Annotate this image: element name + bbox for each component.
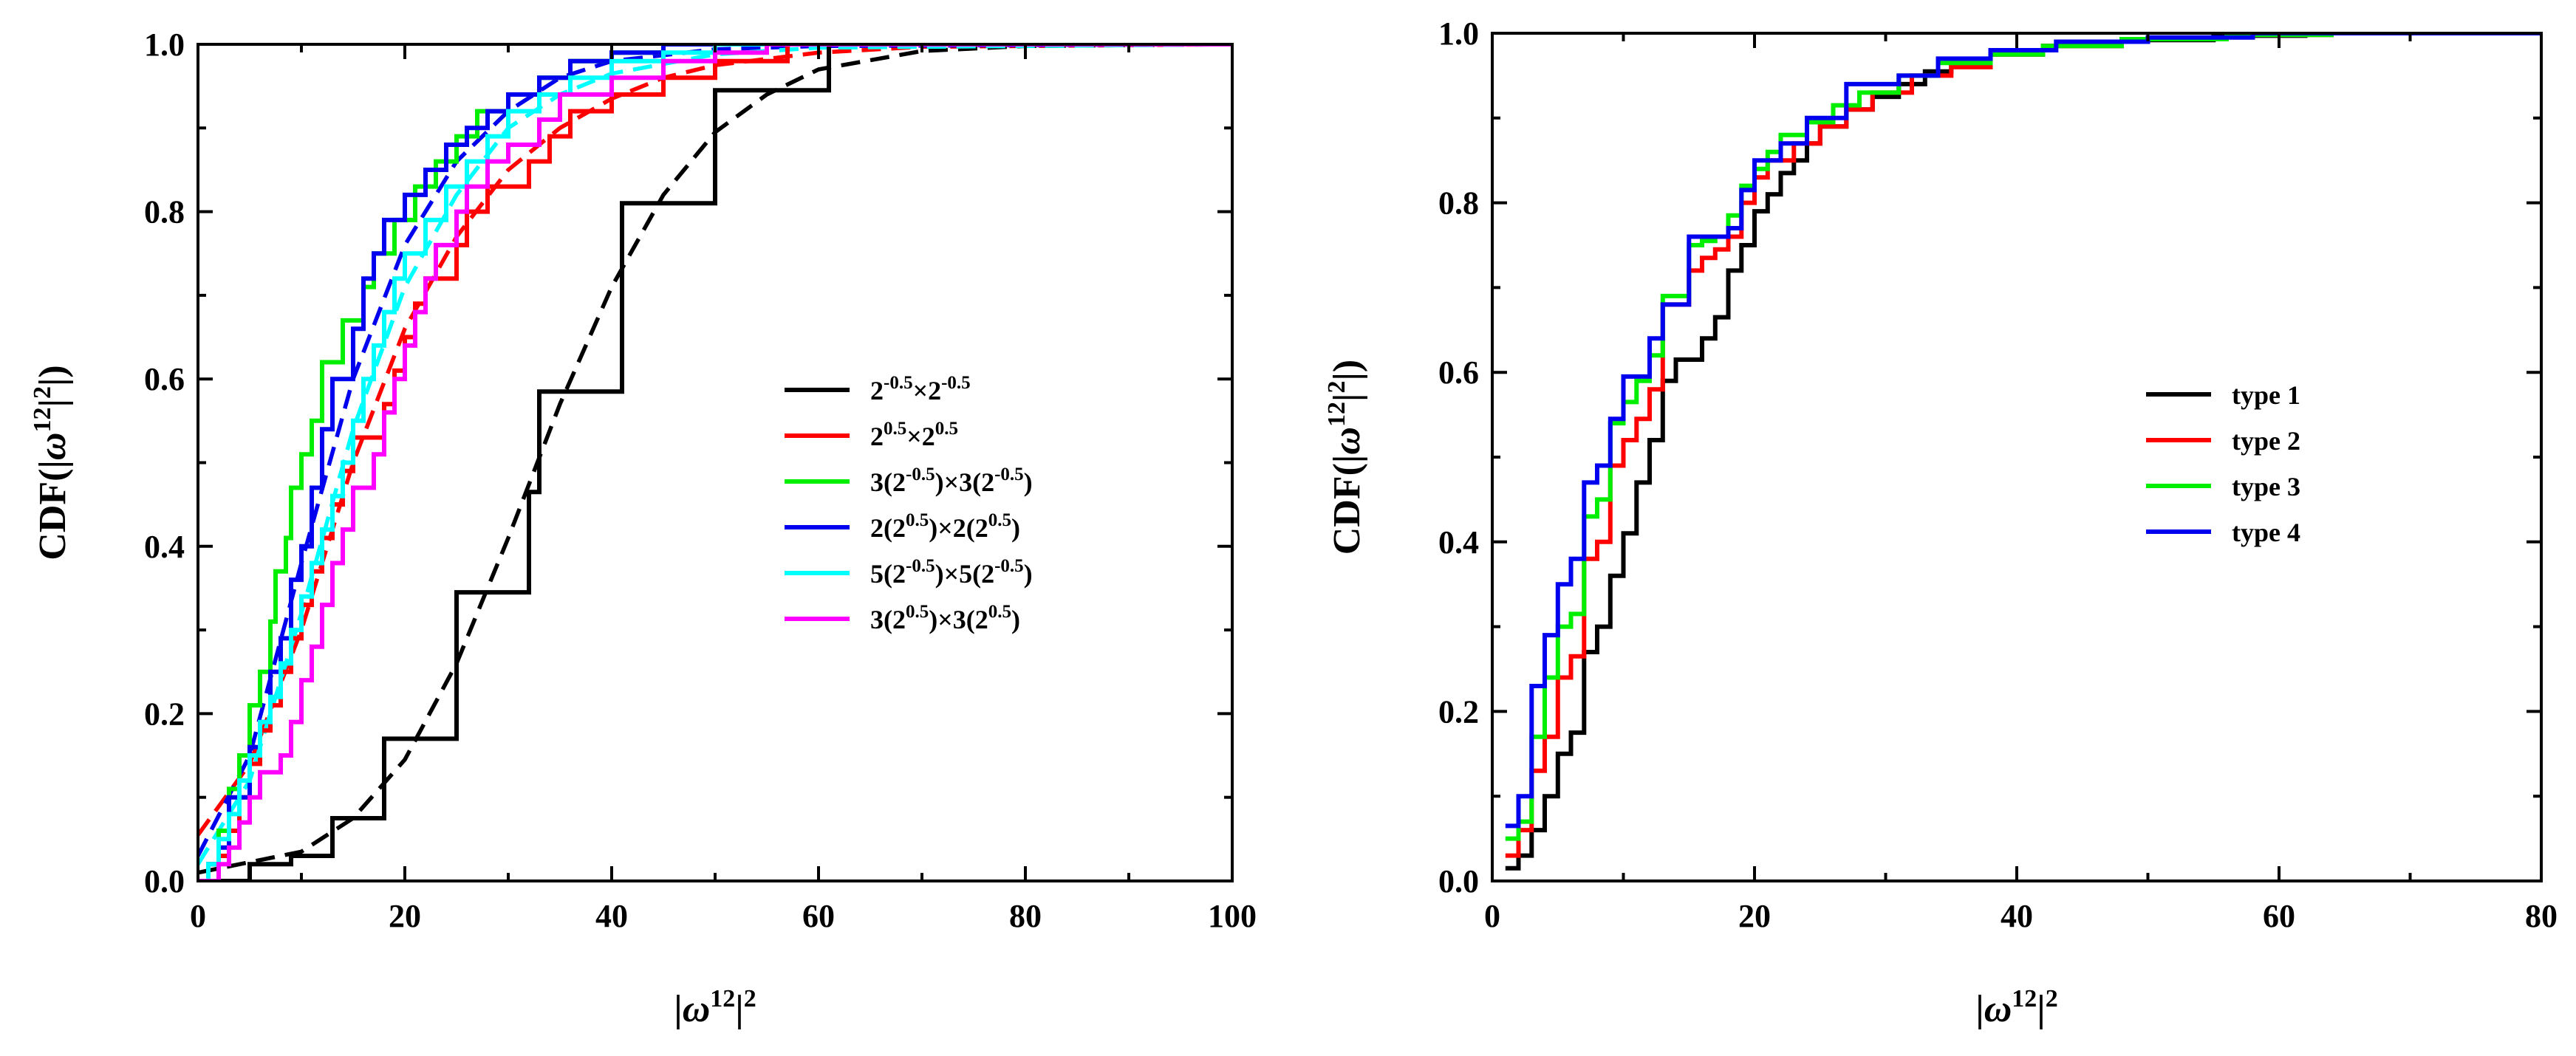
x-tick-label: 40 bbox=[2001, 898, 2033, 934]
series-line-3 bbox=[1505, 33, 2541, 829]
y-tick-label: 0.2 bbox=[1438, 693, 1479, 730]
y-tick-label: 1.0 bbox=[1438, 16, 1479, 52]
chart-left: 0 20 40 60 80 100 0.0 0.2 0.4 0.6 0.8 1.0 |ω12|2 CDF(… bbox=[29, 27, 1257, 1030]
fit-curve-1 bbox=[198, 44, 1232, 837]
plot-area bbox=[198, 44, 1232, 881]
x-axis-title: |ω12|2 bbox=[1975, 985, 2058, 1030]
y-tick-label: 0.4 bbox=[1438, 524, 1479, 560]
fit-curve-0 bbox=[198, 44, 1232, 875]
x-tick-label: 80 bbox=[2525, 898, 2558, 934]
legend-label-5: 3(20.5)×3(20.5) bbox=[870, 602, 1020, 634]
y-axis-title: CDF(|ω12|2|) bbox=[29, 365, 74, 560]
x-tick-label: 60 bbox=[2263, 898, 2295, 934]
x-tick-label: 20 bbox=[389, 898, 421, 934]
series-line-4 bbox=[198, 44, 1232, 881]
legend-label-3: type 4 bbox=[2232, 518, 2300, 547]
y-tick-label: 0.6 bbox=[144, 361, 185, 397]
legend: type 1 type 2 type 3 type 4 bbox=[2146, 380, 2300, 547]
legend: 2-0.5×2-0.5 20.5×20.5 3(2-0.5)×3(2-0.5) 2(2… bbox=[785, 373, 1033, 634]
x-tick-label: 60 bbox=[802, 898, 835, 934]
series-line-0 bbox=[198, 44, 1232, 881]
legend-label-2: 3(2-0.5)×3(2-0.5) bbox=[870, 464, 1033, 497]
legend-label-0: type 1 bbox=[2232, 380, 2300, 410]
series-line-1 bbox=[1505, 33, 2541, 858]
legend-label-0: 2-0.5×2-0.5 bbox=[870, 373, 971, 405]
x-tick-label: 40 bbox=[595, 898, 628, 934]
y-tick-label: 0.0 bbox=[1438, 863, 1479, 899]
series-line-0 bbox=[1505, 33, 2541, 871]
x-axis-title: |ω12|2 bbox=[674, 985, 756, 1030]
y-tick-label: 1.0 bbox=[144, 27, 185, 63]
x-tick-label: 100 bbox=[1208, 898, 1257, 934]
legend-label-1: 20.5×20.5 bbox=[870, 419, 958, 451]
x-tick-label: 80 bbox=[1009, 898, 1042, 934]
series-line-5 bbox=[198, 44, 1232, 881]
y-tick-label: 0.6 bbox=[1438, 354, 1479, 391]
y-tick-label: 0.4 bbox=[144, 529, 185, 565]
x-tick-label: 0 bbox=[1484, 898, 1500, 934]
plot-area bbox=[1505, 33, 2541, 871]
y-tick-label: 0.2 bbox=[144, 696, 185, 732]
legend-label-3: 2(20.5)×2(20.5) bbox=[870, 510, 1020, 543]
legend-label-1: type 2 bbox=[2232, 426, 2300, 456]
x-tick-label: 0 bbox=[190, 898, 206, 934]
legend-label-4: 5(2-0.5)×5(2-0.5) bbox=[870, 556, 1033, 589]
legend-label-2: type 3 bbox=[2232, 472, 2300, 501]
x-tick-label: 20 bbox=[1738, 898, 1771, 934]
y-tick-label: 0.8 bbox=[1438, 185, 1479, 222]
chart-right: 0 20 40 60 80 0.0 0.2 0.4 0.6 0.8 1.0 |ω12|2 CDF(|ω1… bbox=[1323, 16, 2558, 1030]
y-axis-title: CDF(|ω12|2|) bbox=[1323, 360, 1368, 555]
y-tick-label: 0.0 bbox=[144, 863, 185, 899]
y-tick-label: 0.8 bbox=[144, 194, 185, 230]
